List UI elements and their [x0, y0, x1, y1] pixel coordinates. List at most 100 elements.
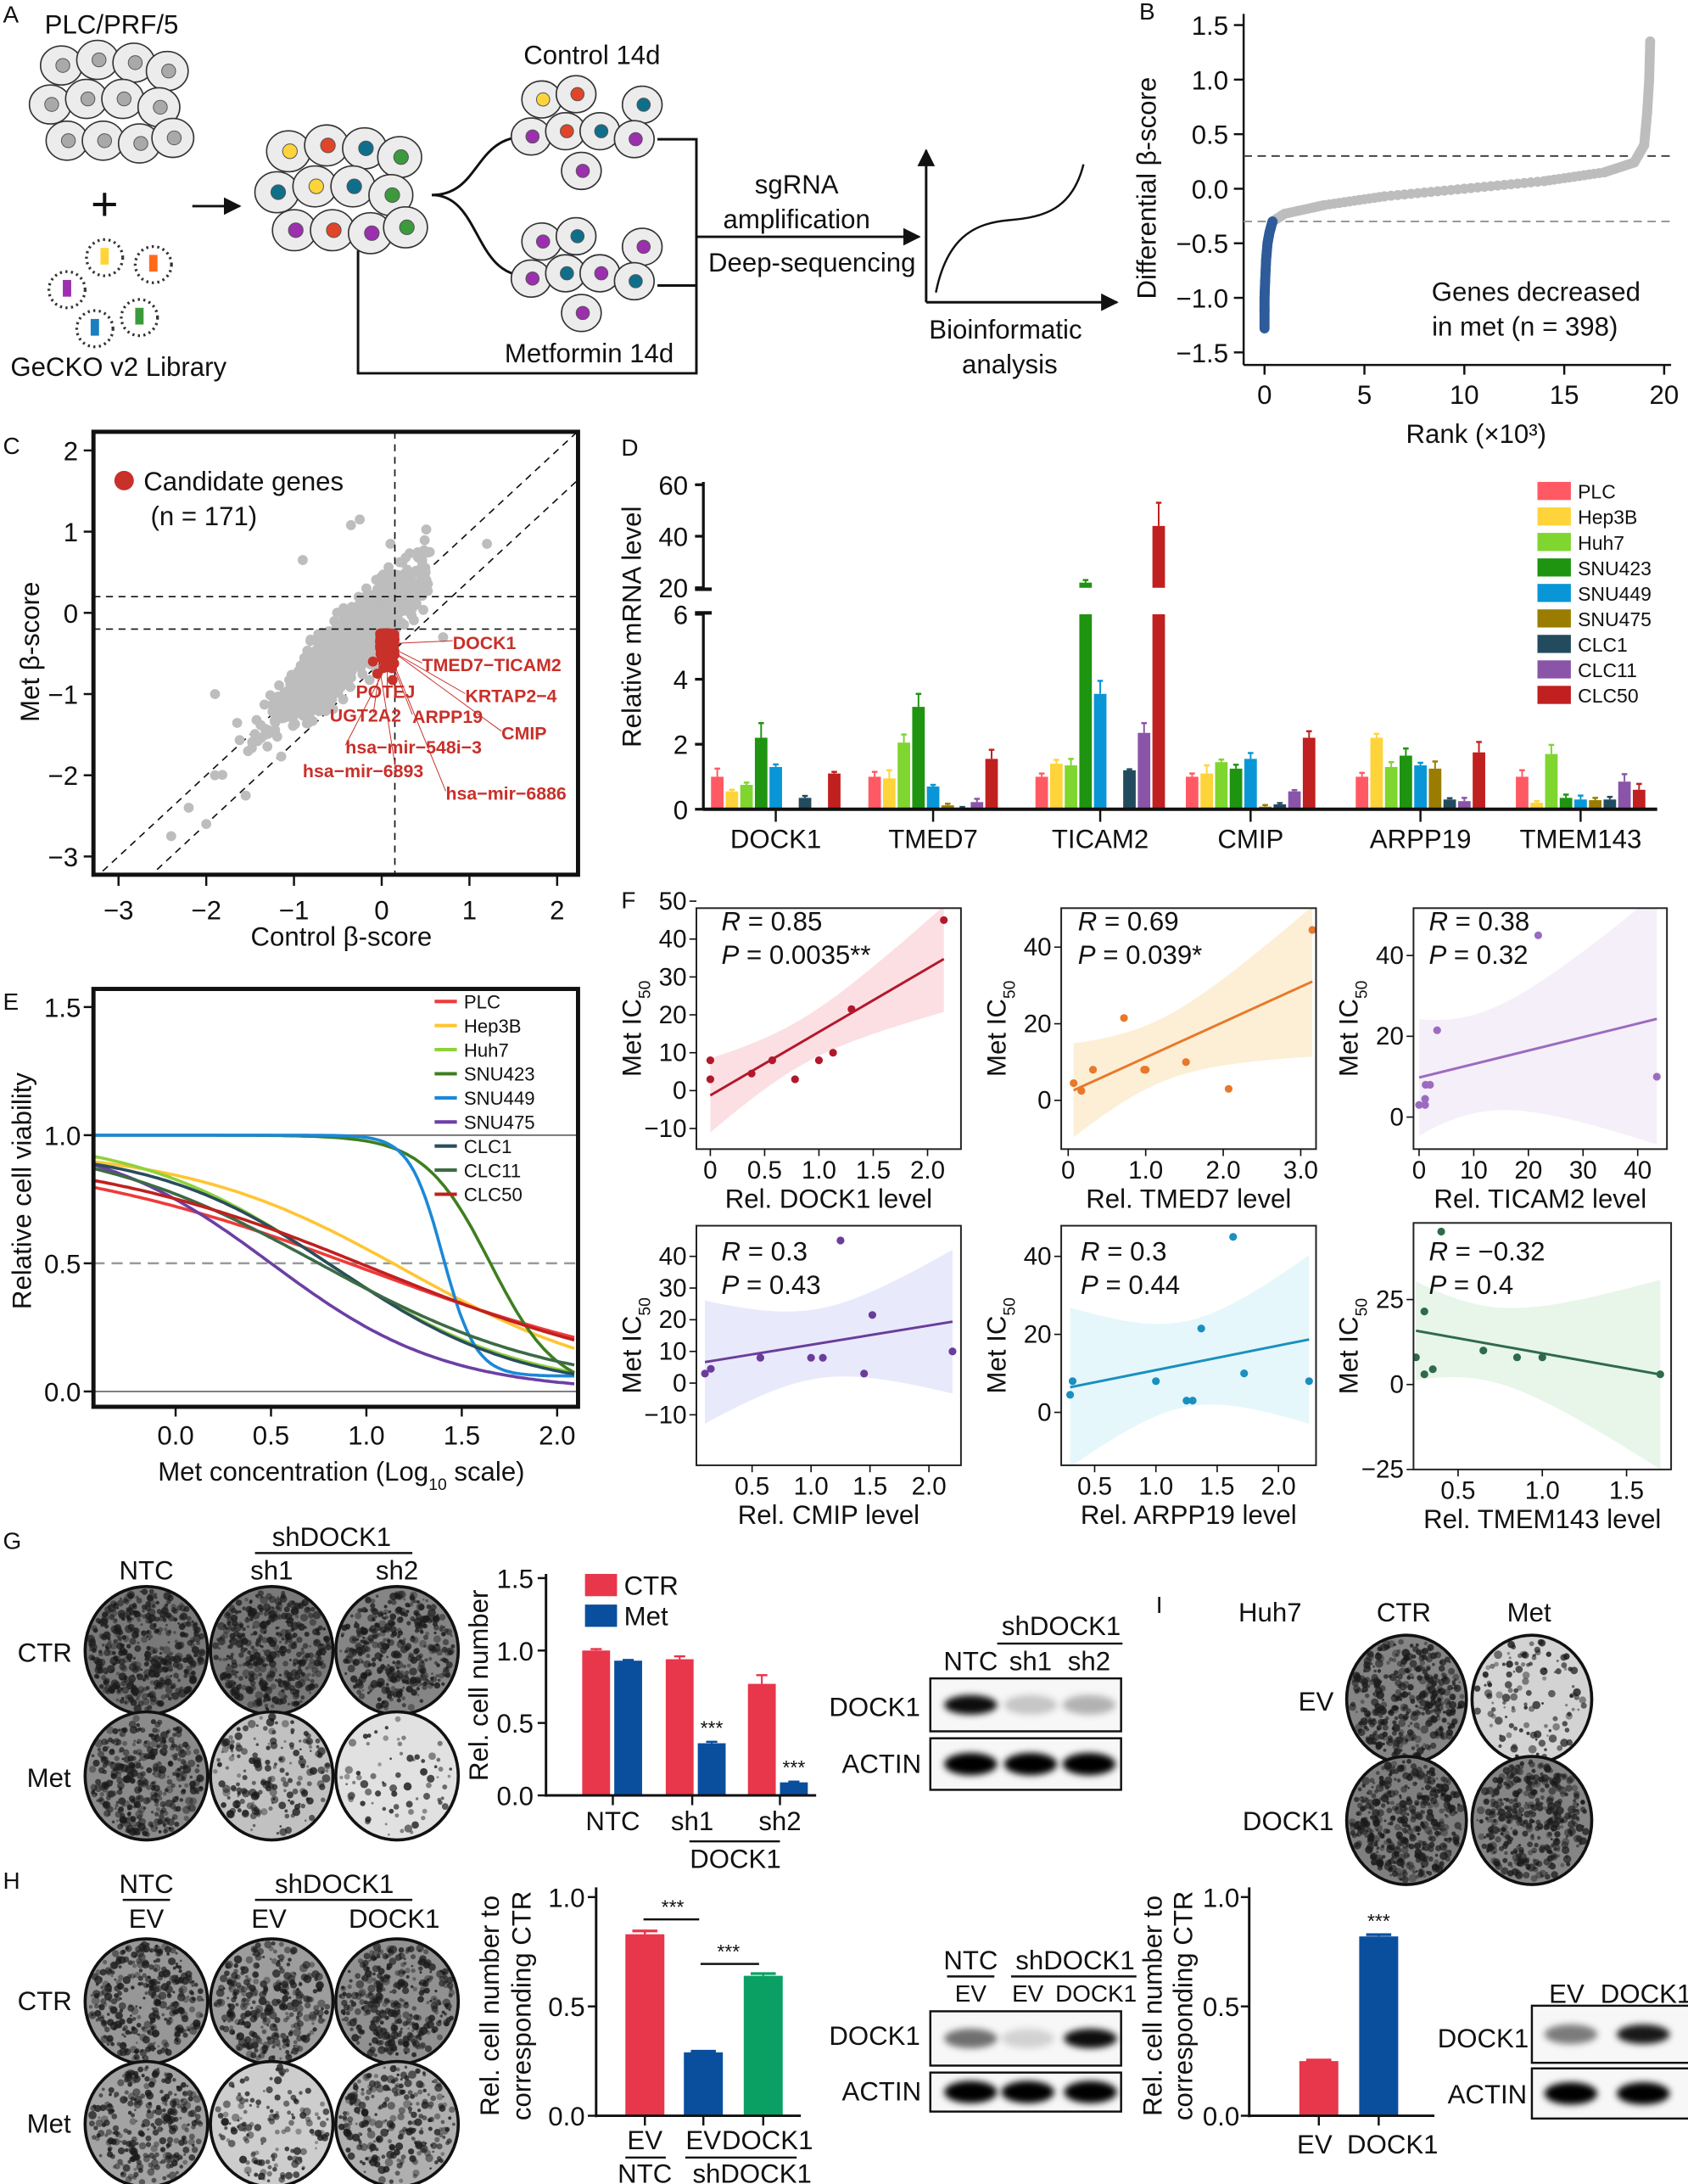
colony [355, 1627, 364, 1635]
colony [289, 1761, 293, 1765]
protein-band [944, 1752, 998, 1776]
data-point [860, 1369, 869, 1378]
colony [370, 1772, 377, 1779]
colony [300, 1647, 305, 1651]
colony [155, 1806, 160, 1812]
colony [345, 1783, 349, 1786]
colony [119, 1797, 126, 1804]
colony [173, 1631, 176, 1634]
colony [183, 1669, 188, 1673]
colony [247, 1650, 252, 1655]
colony [380, 1647, 388, 1655]
branch-line [432, 193, 527, 277]
x-axis-title: Met concentration (Log10 scale) [158, 1457, 524, 1493]
colony [380, 1627, 387, 1633]
cell-nucleus [384, 187, 400, 204]
colony [387, 1664, 390, 1667]
colony [392, 1692, 399, 1698]
colony [102, 1762, 108, 1768]
colony [309, 1691, 311, 1694]
column-label: EV [251, 1904, 287, 1934]
colony [110, 1669, 114, 1672]
colony [138, 2006, 142, 2009]
colony [221, 1746, 229, 1753]
colony [158, 1627, 164, 1632]
colony [288, 1799, 291, 1802]
colony [189, 1775, 193, 1779]
colony [121, 2041, 126, 2047]
colony [129, 1638, 137, 1645]
cell-nucleus [97, 133, 113, 148]
colony [267, 1655, 272, 1660]
legend-swatch [1537, 533, 1571, 552]
colony [181, 2014, 189, 2023]
colony [142, 1698, 150, 1705]
y-tick-label: 0.0 [497, 1781, 534, 1811]
colony [394, 1813, 400, 1818]
colony [249, 1680, 256, 1687]
y-tick-label: −10 [644, 1115, 686, 1143]
colony [114, 1978, 117, 1981]
x-tick-label: 0.5 [1077, 1472, 1112, 1500]
colony [164, 1788, 169, 1793]
colony [305, 1797, 310, 1801]
colony [157, 1980, 161, 1985]
metformin-14d-label: Metformin 14d [505, 339, 674, 368]
colony [110, 1772, 115, 1778]
colony [217, 1761, 222, 1767]
met-ic-label: Met IC [981, 999, 1011, 1077]
colony [157, 1974, 164, 1981]
legend-label: CLC11 [464, 1160, 521, 1181]
colony [153, 1767, 159, 1772]
colony [298, 1757, 307, 1767]
colony [393, 1804, 400, 1810]
colony [383, 1735, 389, 1741]
colony [141, 1631, 144, 1633]
colony [145, 1604, 152, 1612]
data-point [1188, 1397, 1197, 1405]
colony [140, 1771, 146, 1777]
colony [127, 1806, 131, 1811]
colony [242, 1789, 250, 1798]
colony [173, 1655, 182, 1664]
data-point [768, 1056, 776, 1065]
colony [183, 1632, 189, 1638]
regression-line [1418, 1017, 1657, 1079]
colony [244, 1617, 250, 1623]
colony [408, 1809, 414, 1815]
gene-label: DOCK1 [453, 633, 517, 653]
data-point [1224, 1084, 1233, 1093]
colony [247, 1700, 254, 1709]
colony [365, 1597, 372, 1604]
gene-point [298, 709, 309, 720]
colony [116, 1688, 121, 1694]
x-tick-label: −3 [103, 895, 134, 925]
gene-point [380, 578, 391, 589]
colony [150, 1733, 154, 1737]
colony [401, 1696, 406, 1700]
subscript: 50 [636, 1297, 654, 1315]
correlation-r: R = 0.3 [1081, 1237, 1166, 1267]
colony [450, 1644, 456, 1649]
colony [278, 1801, 287, 1810]
colony [143, 1797, 150, 1805]
control-cells [510, 75, 663, 191]
colony [370, 1608, 374, 1612]
colony [249, 1600, 253, 1604]
bar [665, 1659, 694, 1795]
data-point [1413, 1353, 1420, 1362]
colony [405, 1610, 410, 1614]
colony [175, 1952, 178, 1955]
colony [165, 1686, 173, 1694]
colony [410, 1656, 418, 1665]
x-tick-label: 2.0 [1206, 1156, 1241, 1184]
bar [912, 707, 925, 809]
data-point [1428, 1365, 1437, 1374]
category-label: TMED7 [888, 825, 978, 854]
gene-point [372, 607, 383, 618]
colony [110, 1679, 119, 1688]
gene-label-leader [344, 655, 392, 746]
category-label: TMEM143 [1519, 825, 1641, 854]
candidate-gene-point [378, 642, 389, 652]
colony [144, 1657, 149, 1661]
